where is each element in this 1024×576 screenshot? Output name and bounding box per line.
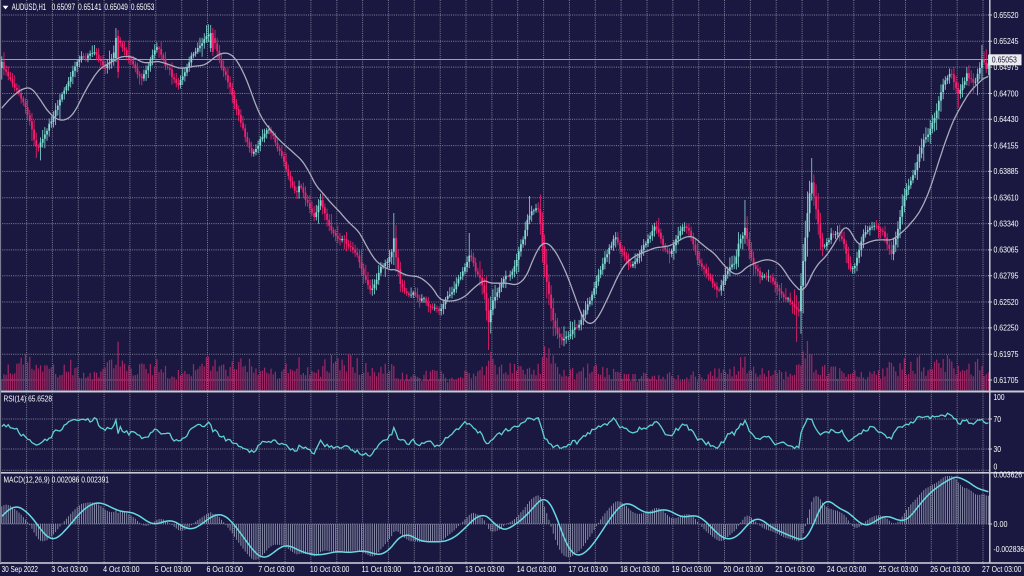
svg-text:6 Oct 03:00: 6 Oct 03:00: [207, 564, 244, 574]
svg-text:30 Sep 2022: 30 Sep 2022: [2, 564, 39, 574]
svg-text:0.65097: 0.65097: [52, 2, 76, 12]
svg-text:MACD(12,26,9) 0.002086 0.00239: MACD(12,26,9) 0.002086 0.002391: [4, 475, 110, 485]
svg-text:0.65520: 0.65520: [994, 10, 1019, 20]
svg-text:0.63610: 0.63610: [994, 193, 1019, 203]
svg-text:27 Oct 03:00: 27 Oct 03:00: [982, 564, 1022, 574]
svg-text:0.00: 0.00: [994, 519, 1008, 529]
svg-text:13 Oct 03:00: 13 Oct 03:00: [465, 564, 505, 574]
svg-text:0.65053: 0.65053: [992, 55, 1017, 65]
svg-text:0.61975: 0.61975: [994, 349, 1019, 359]
svg-text:20 Oct 03:00: 20 Oct 03:00: [724, 564, 764, 574]
svg-text:RSI(14) 65.6528: RSI(14) 65.6528: [4, 394, 53, 404]
svg-text:24 Oct 03:00: 24 Oct 03:00: [827, 564, 867, 574]
svg-text:0.61705: 0.61705: [994, 375, 1019, 385]
svg-text:0.63885: 0.63885: [994, 166, 1019, 176]
svg-text:70: 70: [994, 414, 1002, 424]
svg-text:0.003626: 0.003626: [994, 470, 1023, 480]
svg-text:0.63065: 0.63065: [994, 245, 1019, 255]
svg-text:0.65141: 0.65141: [78, 2, 102, 12]
svg-text:0.64430: 0.64430: [994, 114, 1019, 124]
svg-text:14 Oct 03:00: 14 Oct 03:00: [517, 564, 557, 574]
svg-text:0.63340: 0.63340: [994, 218, 1019, 228]
svg-text:10 Oct 03:00: 10 Oct 03:00: [310, 564, 350, 574]
svg-text:4 Oct 03:00: 4 Oct 03:00: [103, 564, 140, 574]
svg-text:19 Oct 03:00: 19 Oct 03:00: [672, 564, 712, 574]
svg-text:-0.002836: -0.002836: [994, 544, 1024, 554]
svg-text:18 Oct 03:00: 18 Oct 03:00: [620, 564, 660, 574]
svg-text:0.65053: 0.65053: [131, 2, 155, 12]
svg-text:25 Oct 03:00: 25 Oct 03:00: [879, 564, 919, 574]
svg-text:17 Oct 03:00: 17 Oct 03:00: [568, 564, 608, 574]
svg-text:100: 100: [994, 392, 1005, 402]
svg-text:0.62520: 0.62520: [994, 297, 1019, 307]
svg-text:0.62795: 0.62795: [994, 271, 1019, 281]
svg-text:0.64155: 0.64155: [994, 140, 1019, 150]
svg-text:21 Oct 03:00: 21 Oct 03:00: [775, 564, 815, 574]
svg-text:3 Oct 03:00: 3 Oct 03:00: [51, 564, 88, 574]
svg-text:0.64975: 0.64975: [994, 62, 1019, 72]
svg-text:0.62250: 0.62250: [994, 323, 1019, 333]
svg-text:5 Oct 03:00: 5 Oct 03:00: [155, 564, 192, 574]
svg-text:AUDUSD,H1: AUDUSD,H1: [12, 2, 46, 12]
svg-text:0.65049: 0.65049: [104, 2, 128, 12]
svg-text:0.64700: 0.64700: [994, 88, 1019, 98]
svg-text:0: 0: [994, 461, 998, 471]
svg-text:26 Oct 03:00: 26 Oct 03:00: [930, 564, 970, 574]
svg-text:12 Oct 03:00: 12 Oct 03:00: [413, 564, 453, 574]
svg-text:7 Oct 03:00: 7 Oct 03:00: [258, 564, 295, 574]
svg-text:0.65245: 0.65245: [994, 36, 1019, 46]
svg-text:11 Oct 03:00: 11 Oct 03:00: [362, 564, 402, 574]
svg-text:30: 30: [994, 444, 1002, 454]
